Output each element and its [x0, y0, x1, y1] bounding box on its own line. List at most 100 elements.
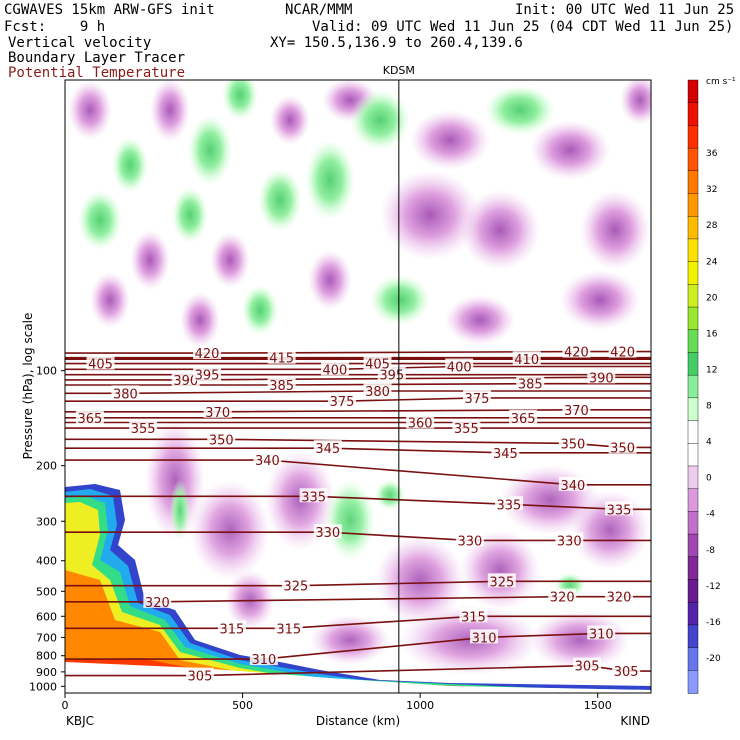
- theta-label-385: 385: [518, 378, 543, 393]
- theta-label-bg: [608, 343, 637, 358]
- field-vertical-velocity: Vertical velocity: [8, 35, 152, 51]
- colorbar-swatch: [687, 443, 699, 467]
- theta-label-375: 375: [330, 395, 355, 410]
- x-tick-label: 1000: [406, 699, 434, 712]
- colorbar-swatch: [687, 533, 699, 558]
- vertical-velocity-field: 305 305 305 310 310 310 315 315 315 320 320 320 325 3…: [65, 80, 651, 693]
- theta-label-420: 420: [610, 346, 635, 361]
- theta-label-bg: [562, 401, 591, 416]
- colorbar-swatch: [687, 216, 699, 240]
- colorbar-swatch: [687, 102, 699, 127]
- theta-label-bg: [548, 588, 577, 603]
- theta-contour-340: [65, 459, 651, 486]
- y-tick-label: 700: [36, 631, 57, 644]
- theta-label-370: 370: [564, 404, 589, 419]
- theta-label-325: 325: [283, 580, 308, 595]
- theta-label-bg: [491, 444, 520, 459]
- colorbar-swatch: [687, 170, 699, 195]
- theta-label-bg: [313, 440, 342, 455]
- colorbar-tick-label: 28: [706, 221, 718, 231]
- colorbar-swatch: [687, 465, 699, 490]
- colorbar-tick-label: 16: [706, 329, 718, 339]
- theta-label-bg: [217, 620, 246, 635]
- theta-label-400: 400: [323, 363, 348, 378]
- theta-label-bg: [445, 358, 474, 373]
- theta-label-bg: [171, 371, 200, 386]
- theta-label-405: 405: [365, 358, 390, 373]
- y-tick-label: 300: [36, 515, 57, 528]
- theta-label-bg: [193, 366, 222, 381]
- theta-label-bg: [516, 375, 545, 390]
- colorbar-swatch: [687, 261, 699, 286]
- theta-label-350: 350: [560, 437, 585, 452]
- theta-label-bg: [562, 343, 591, 358]
- theta-label-bg: [363, 355, 392, 370]
- theta-label-bg: [143, 593, 172, 608]
- theta-label-bg: [455, 532, 484, 547]
- theta-label-305: 305: [575, 660, 600, 675]
- theta-label-420: 420: [564, 346, 589, 361]
- theta-contour-375: [65, 397, 651, 402]
- theta-label-bg: [185, 667, 214, 682]
- x-tick-label: 0: [62, 699, 69, 712]
- valid-time: Valid: 09 UTC Wed 11 Jun 25 (04 CDT Wed …: [312, 19, 734, 35]
- y-axis-label: Pressure (hPa), log scale: [21, 313, 35, 460]
- theta-label-bg: [111, 385, 140, 400]
- theta-label-bg: [253, 452, 282, 467]
- colorbar-tick-label: 12: [706, 365, 717, 375]
- colorbar-swatch: [687, 193, 699, 217]
- field-boundary-layer-tracer: Boundary Layer Tracer: [8, 50, 186, 66]
- theta-label-bg: [612, 663, 641, 678]
- theta-label-400: 400: [447, 360, 472, 375]
- colorbar-tick-label: 20: [706, 293, 718, 303]
- theta-label-375: 375: [465, 392, 490, 407]
- colorbar-swatch: [687, 670, 699, 694]
- theta-contour-labels: 305 305 305 310 310 310 315 315 315 320 320 320 325 3…: [75, 343, 641, 685]
- theta-label-370: 370: [205, 406, 230, 421]
- theta-label-bg: [203, 403, 232, 418]
- colorbar-swatch: [687, 125, 699, 149]
- theta-label-305: 305: [188, 670, 213, 685]
- colorbar-swatch: [687, 624, 699, 649]
- y-tick-label: 500: [36, 585, 57, 598]
- colorbar-tick-label: -20: [706, 654, 721, 664]
- colorbar-swatch: [687, 352, 699, 376]
- colorbar-tick-label: 32: [706, 185, 717, 195]
- x-axis: 0 500 1000 1500: [62, 693, 612, 712]
- theta-label-bg: [267, 376, 296, 391]
- colorbar-tick-label: 8: [706, 402, 712, 412]
- y-tick-label: 600: [36, 610, 57, 623]
- x-tick-label: 1500: [584, 699, 612, 712]
- org-label: NCAR/MMM: [285, 2, 353, 18]
- theta-label-bg: [406, 414, 435, 429]
- y-tick-label: 200: [36, 460, 57, 473]
- theta-label-350: 350: [209, 433, 234, 448]
- colorbar-swatch: [687, 647, 699, 671]
- theta-contour-370: [65, 409, 651, 413]
- upper-wave-pattern: [68, 80, 651, 348]
- field-potential-temperature: Potential Temperature: [8, 65, 186, 81]
- theta-label-bg: [193, 345, 222, 360]
- theta-label-335: 335: [301, 490, 326, 505]
- theta-label-310: 310: [251, 653, 276, 668]
- theta-label-bg: [75, 409, 104, 424]
- theta-label-390: 390: [173, 374, 198, 389]
- theta-label-345: 345: [315, 442, 340, 457]
- theta-label-bg: [207, 431, 236, 446]
- xy-range: XY= 150.5,136.9 to 260.4,139.6: [270, 35, 523, 51]
- y-tick-label: 400: [36, 555, 57, 568]
- theta-label-bg: [555, 532, 584, 547]
- theta-label-335: 335: [497, 498, 522, 513]
- theta-contour-380: [65, 390, 651, 395]
- theta-label-bg: [462, 389, 491, 404]
- theta-label-bg: [558, 435, 587, 450]
- colorbar-tick-label: -16: [706, 618, 721, 628]
- colorbar-swatch: [687, 556, 699, 581]
- x-tick-label: 500: [232, 699, 253, 712]
- colorbar-swatch: [687, 329, 699, 354]
- theta-label-320: 320: [550, 591, 575, 606]
- theta-label-385: 385: [269, 379, 294, 394]
- theta-label-320: 320: [607, 591, 632, 606]
- station-label-right: KIND: [620, 714, 650, 728]
- colorbar-swatch: [687, 601, 699, 626]
